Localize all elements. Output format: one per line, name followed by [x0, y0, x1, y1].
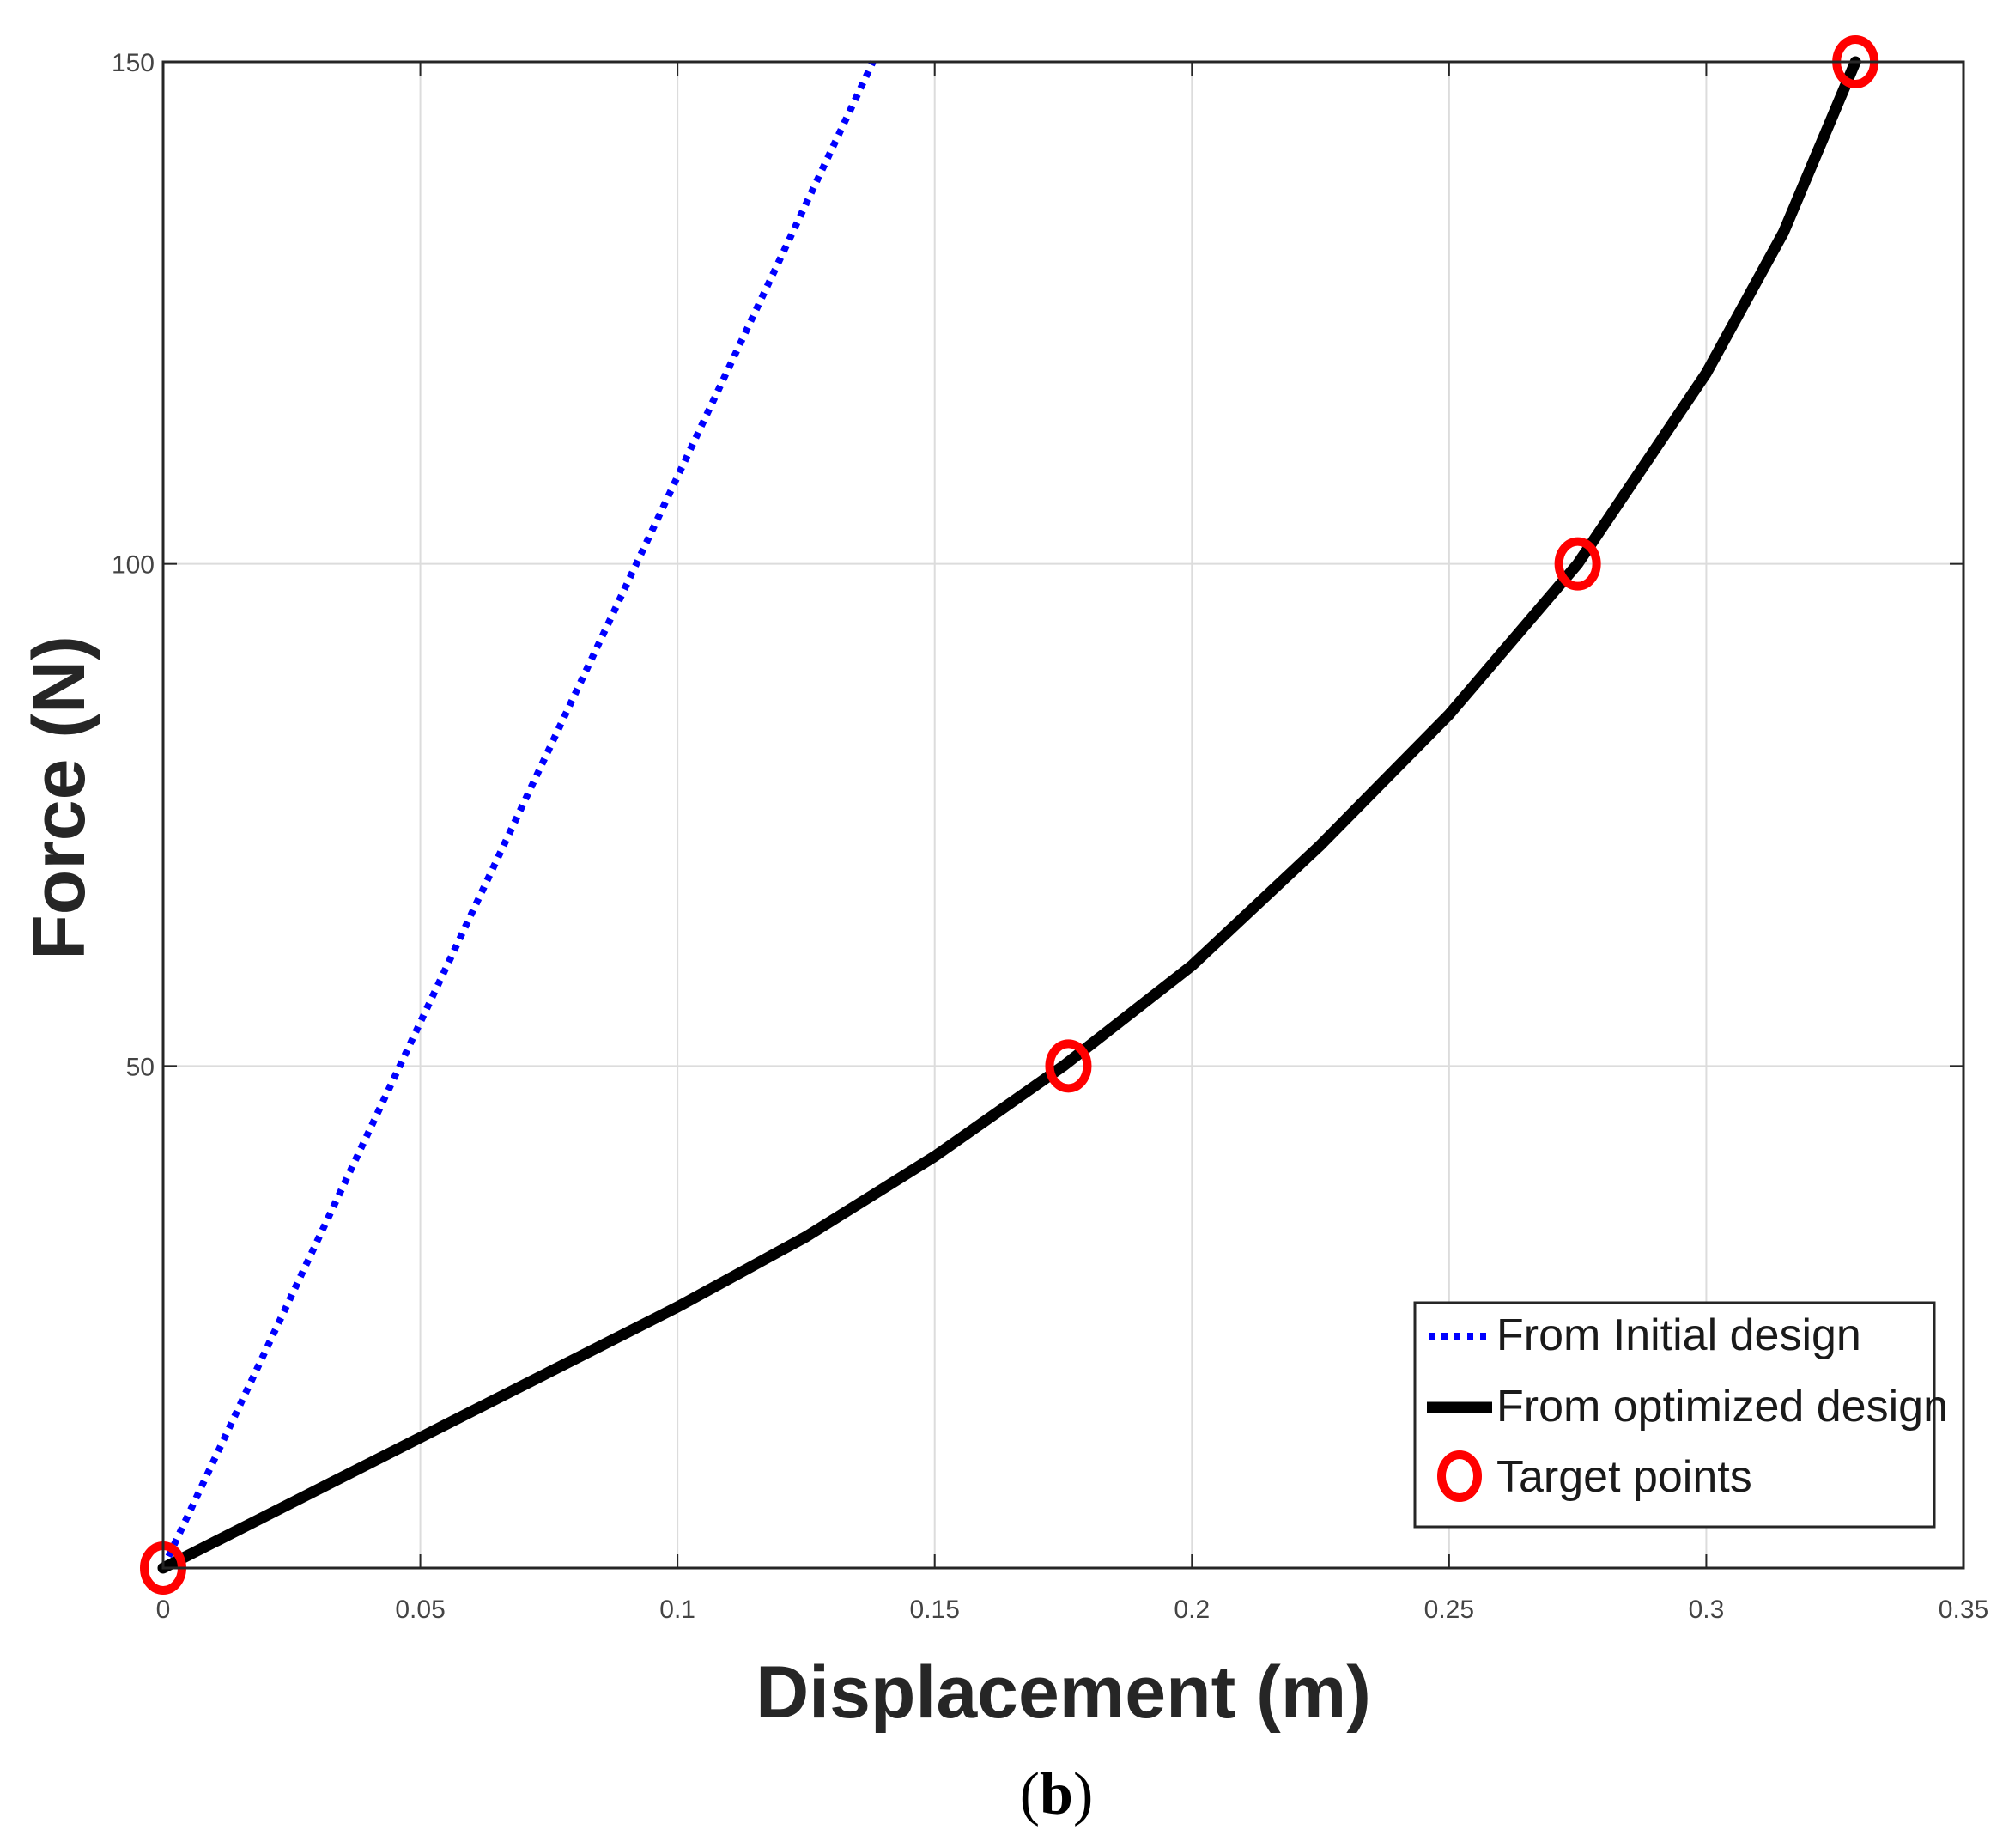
legend-initial-label: From Initial design [1496, 1310, 1861, 1360]
x-tick-label: 0.1 [659, 1596, 695, 1624]
x-axis-title: Displacement (m) [756, 1651, 1371, 1734]
subfigure-label: (b) [1020, 1761, 1094, 1827]
series-optimized-design-line [157, 56, 1861, 1574]
target-point-marker [1554, 537, 1601, 591]
legend-box [1413, 1301, 1936, 1529]
x-tick-label: 0.25 [1424, 1596, 1474, 1624]
x-tick-label: 0.35 [1939, 1596, 1988, 1624]
subfigure-label-close: ) [1073, 1761, 1093, 1827]
x-tick-label: 0 [156, 1596, 171, 1624]
y-tick-label: 150 [112, 49, 155, 77]
plot-frame [161, 60, 1965, 1570]
x-tick-label: 0.15 [910, 1596, 960, 1624]
subfigure-label-open: ( [1020, 1761, 1040, 1827]
legend: From Initial design From optimized design… [1413, 1301, 1948, 1529]
x-tick-label: 0.05 [395, 1596, 445, 1624]
y-axis-title: Force (N) [18, 635, 100, 959]
x-tick-label: 0.2 [1174, 1596, 1210, 1624]
legend-target-swatch [1437, 1450, 1482, 1502]
ticks: 0 0.05 0.1 0.15 0.2 0.25 0.3 0.35 50 100 150 [112, 49, 1988, 1624]
legend-optimized-label: From optimized design [1496, 1382, 1948, 1432]
subfigure-label-letter: b [1040, 1761, 1073, 1827]
target-point-marker [1045, 1039, 1092, 1093]
y-tick-label: 50 [126, 1053, 155, 1081]
legend-target-label: Target points [1496, 1452, 1752, 1502]
y-tick-label: 100 [112, 551, 155, 580]
x-tick-label: 0.3 [1689, 1596, 1725, 1624]
